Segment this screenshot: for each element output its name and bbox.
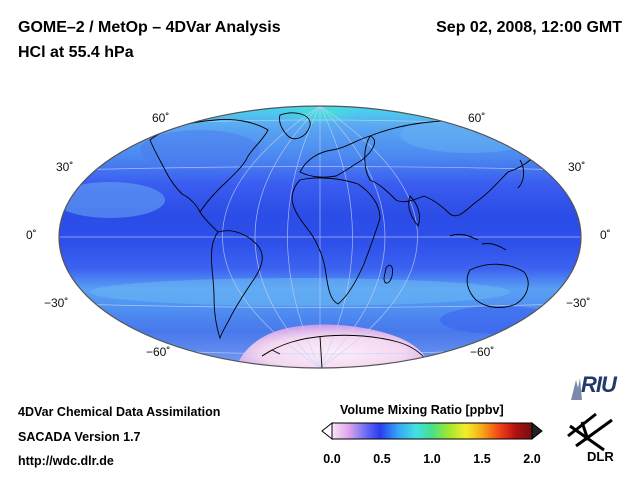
map-outline — [58, 105, 582, 369]
footer-assimilation: 4DVar Chemical Data Assimilation — [18, 405, 221, 419]
colorbar-gradient — [331, 422, 533, 440]
riu-logo — [571, 378, 582, 400]
lat-label-eq-right: 0˚ — [600, 228, 611, 242]
lat-label-eq-left: 0˚ — [26, 228, 37, 242]
lat-label-60n-left: 60˚ — [152, 111, 170, 125]
colorbar-tick: 0.5 — [373, 452, 391, 466]
colorbar-tick: 0.0 — [323, 452, 341, 466]
footer-url[interactable]: http://wdc.dlr.de — [18, 454, 114, 468]
lat-label-60s-left: −60˚ — [146, 345, 171, 359]
dlr-logo-icon — [567, 412, 613, 452]
map-subtitle: HCl at 55.4 hPa — [18, 44, 134, 61]
analysis-date: Sep 02, 2008, 12:00 GMT — [436, 19, 622, 36]
lat-label-60n-right: 60˚ — [468, 111, 486, 125]
colorbar-tick: 1.5 — [473, 452, 491, 466]
colorbar — [321, 421, 543, 441]
colorbar-title: Volume Mixing Ratio [ppbv] — [340, 403, 504, 417]
footer-version: SACADA Version 1.7 — [18, 430, 141, 444]
lat-label-60s-right: −60˚ — [470, 345, 495, 359]
colorbar-over-arrow — [531, 421, 543, 441]
antarctic-high-region — [235, 324, 432, 368]
colorbar-under-arrow — [321, 421, 333, 441]
lat-label-30n-right: 30˚ — [568, 160, 586, 174]
colorbar-tick: 2.0 — [523, 452, 541, 466]
lat-label-30s-left: −30˚ — [44, 296, 69, 310]
lat-label-30s-right: −30˚ — [566, 296, 591, 310]
map-title: GOME–2 / MetOp – 4DVar Analysis — [18, 19, 281, 36]
dlr-logo-text: DLR — [587, 449, 614, 464]
lat-label-30n-left: 30˚ — [56, 160, 74, 174]
riu-logo-text: RIU — [581, 372, 617, 397]
colorbar-tick: 1.0 — [423, 452, 441, 466]
